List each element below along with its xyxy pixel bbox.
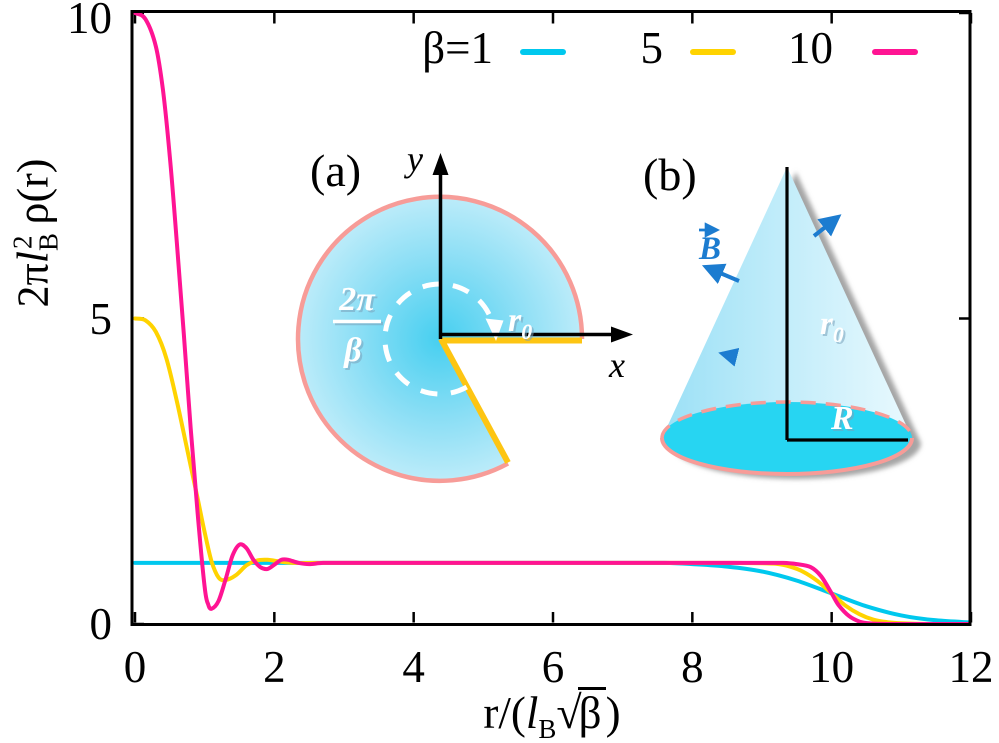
legend-sample-beta1 [520,49,566,55]
inset-b-tag: (b) [643,149,697,200]
angle-sweep-arrowhead [485,318,504,341]
legend-sample-beta5 [690,49,736,55]
base-front-rim [660,437,914,476]
angle-sweep-arc [382,281,493,397]
x-tick-label: 12 [948,642,994,692]
x-axis-label: r/(lB√β) [483,687,621,743]
x-tick-label: 0 [123,642,147,692]
svg-text:2π: 2π [338,281,376,318]
inset-a-xlabel: x [608,345,625,385]
legend-sample-beta10 [872,49,918,55]
x-axis-arrowhead [611,326,633,343]
inset-a-ylabel: y [404,139,423,179]
inset-a-radius-label: r0 [508,302,532,344]
inset-a-tag: (a) [310,145,361,196]
x-tick-label: 6 [541,642,565,692]
x-tick-label: 8 [681,642,704,692]
svg-text:β: β [342,332,362,369]
curves-group [133,13,969,623]
x-tick-label: 4 [402,642,425,692]
legend-label-beta10: 10 [788,23,833,73]
y-axis-label: 2πlB2 ρ(r) [7,158,64,308]
field-arrow-right [812,214,842,238]
field-arrow-left [701,263,740,285]
inset-b-base-radius-label: R [830,400,854,437]
legend-label-beta1: β=1 [422,23,493,73]
field-label: B [698,231,721,267]
angle-fraction-label: 2π β [333,281,381,369]
inset-b-diagram: B r0 R (b) [643,149,914,476]
disk-arc-border [295,194,585,484]
y-tick-label: 10 [67,0,112,43]
cut-edge-lower [438,337,511,464]
inset-b-slant-label: r0 [820,306,844,347]
y-axis-arrowhead [432,153,449,175]
field-arrow-small [718,347,740,367]
x-tick-label: 10 [809,642,855,692]
legend-label-beta5: 5 [640,23,664,73]
plot-frame [130,10,972,626]
inset-a-diagram: (a) y x 2π β r0 [295,139,633,484]
x-tick-label: 2 [263,642,286,692]
y-tick-label: 0 [89,599,113,649]
curve-beta=10 [133,13,969,623]
y-tick-label: 5 [89,293,113,344]
